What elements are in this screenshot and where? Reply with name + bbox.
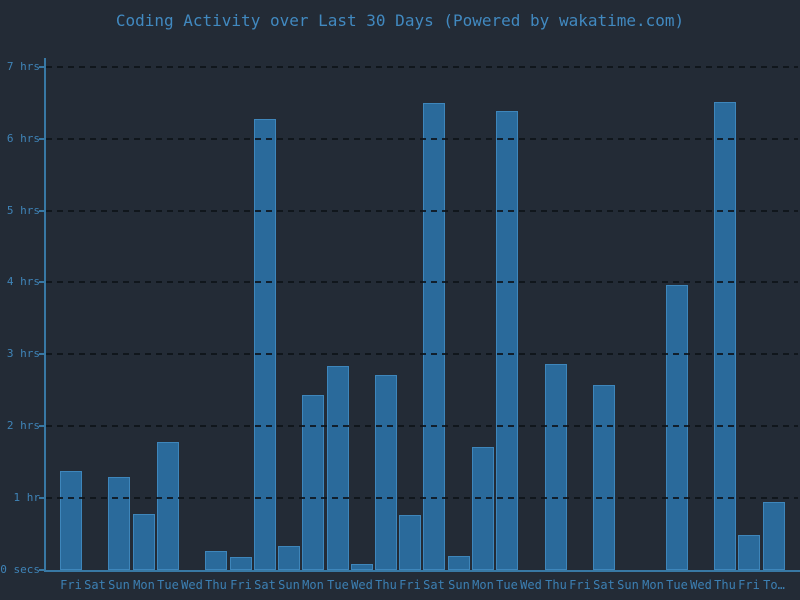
x-tick-label: Fri	[60, 578, 82, 592]
x-tick-label: Sat	[593, 578, 615, 592]
bar-day-3-Sun	[108, 477, 130, 570]
x-tick-label: Wed	[520, 578, 542, 592]
x-tick-label: Mon	[472, 578, 494, 592]
x-tick-label: Tue	[496, 578, 518, 592]
y-tick-mark	[39, 66, 45, 68]
gridline-5h	[46, 210, 798, 212]
gridline-3h	[46, 353, 798, 355]
bar-day-26-Tue	[666, 285, 688, 570]
gridline-7h	[46, 66, 798, 68]
bar-day-29-Fri	[738, 535, 760, 570]
x-tick-label: Thu	[205, 578, 227, 592]
x-tick-label: Fri	[569, 578, 591, 592]
bar-day-17-Sun	[448, 556, 470, 570]
y-tick-label: 1 hr	[13, 491, 41, 504]
y-tick-label: 2 hrs	[6, 419, 40, 432]
x-tick-label: Fri	[738, 578, 760, 592]
x-tick-label: To…	[763, 578, 785, 592]
x-tick-label: Sun	[448, 578, 470, 592]
bar-day-19-Tue	[496, 111, 518, 570]
x-tick-label: Sat	[84, 578, 106, 592]
x-tick-label: Fri	[230, 578, 252, 592]
bar-day-18-Mon	[472, 447, 494, 570]
bar-day-10-Sun	[278, 546, 300, 570]
x-tick-label: Mon	[642, 578, 664, 592]
bar-day-28-Thu	[714, 102, 736, 570]
y-tick-mark	[39, 425, 45, 427]
x-tick-label: Sun	[617, 578, 639, 592]
chart-title: Coding Activity over Last 30 Days (Power…	[115, 11, 685, 30]
x-axis-line	[44, 570, 800, 572]
x-tick-label: Sun	[278, 578, 300, 592]
gridline-1h	[46, 497, 798, 499]
y-tick-mark	[39, 210, 45, 212]
y-tick-label: 0 secs	[0, 563, 40, 576]
y-tick-label: 7 hrs	[6, 60, 40, 73]
bar-day-7-Thu	[205, 551, 227, 570]
y-tick-label: 3 hrs	[6, 347, 40, 360]
y-tick-mark	[39, 138, 45, 140]
bar-day-16-Sat	[423, 103, 445, 570]
gridline-6h	[46, 138, 798, 140]
bar-day-4-Mon	[133, 514, 155, 570]
x-tick-label: Tue	[327, 578, 349, 592]
bar-day-8-Fri	[230, 557, 252, 570]
x-tick-label: Mon	[133, 578, 155, 592]
x-tick-label: Sat	[423, 578, 445, 592]
bar-day-15-Fri	[399, 515, 421, 570]
bar-day-5-Tue	[157, 442, 179, 570]
y-tick-label: 6 hrs	[6, 132, 40, 145]
y-axis-line	[44, 58, 46, 572]
x-tick-label: Wed	[181, 578, 203, 592]
y-tick-label: 4 hrs	[6, 275, 40, 288]
bar-day-14-Thu	[375, 375, 397, 570]
x-tick-label: Wed	[690, 578, 712, 592]
x-tick-label: Thu	[545, 578, 567, 592]
y-tick-mark	[39, 353, 45, 355]
x-tick-label: Tue	[666, 578, 688, 592]
bar-day-11-Mon	[302, 395, 324, 570]
y-tick-label: 5 hrs	[6, 204, 40, 217]
x-tick-label: Tue	[157, 578, 179, 592]
y-tick-mark	[39, 497, 45, 499]
bar-day-21-Thu	[545, 364, 567, 570]
x-tick-label: Sun	[108, 578, 130, 592]
bar-day-13-Wed	[351, 564, 373, 570]
x-tick-label: Sat	[254, 578, 276, 592]
y-tick-mark	[39, 281, 45, 283]
x-tick-label: Thu	[714, 578, 736, 592]
bar-day-30-To	[763, 502, 785, 570]
x-tick-label: Fri	[399, 578, 421, 592]
x-tick-label: Thu	[375, 578, 397, 592]
gridline-2h	[46, 425, 798, 427]
y-tick-mark	[39, 569, 45, 571]
bar-day-1-Fri	[60, 471, 82, 570]
x-tick-label: Wed	[351, 578, 373, 592]
bar-day-23-Sat	[593, 385, 615, 570]
x-tick-label: Mon	[302, 578, 324, 592]
bar-day-9-Sat	[254, 119, 276, 570]
gridline-4h	[46, 281, 798, 283]
bar-day-12-Tue	[327, 366, 349, 570]
